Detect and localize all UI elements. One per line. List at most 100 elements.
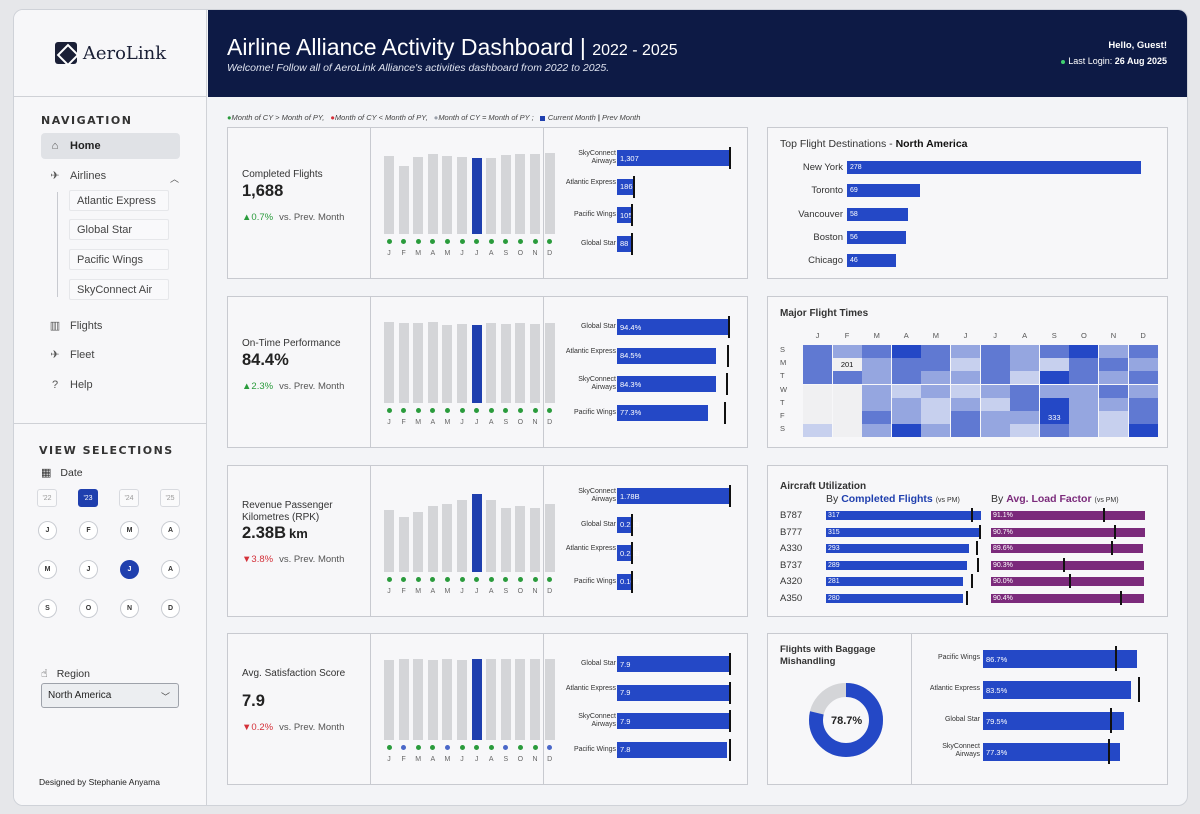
flights-bar[interactable]: 281	[826, 577, 963, 587]
nav-item-flights[interactable]: ▥ Flights	[41, 313, 180, 339]
heatmap-cell[interactable]	[1039, 358, 1069, 372]
year-chip[interactable]: '23	[78, 489, 98, 507]
flights-bar[interactable]: 317	[826, 511, 981, 520]
month-chip[interactable]: F	[79, 521, 98, 540]
flights-bar[interactable]: 280	[826, 594, 963, 603]
sidebar-item-skyconnect-air[interactable]: SkyConnect Air	[69, 279, 169, 300]
heatmap-cell[interactable]	[891, 384, 921, 398]
heatmap-cell[interactable]	[921, 345, 951, 358]
heatmap-cell[interactable]	[1099, 424, 1128, 438]
ranking-bar[interactable]: 7.9	[617, 656, 729, 672]
load-factor-bar[interactable]: 91.1%	[991, 511, 1146, 520]
logo[interactable]: AeroLink	[14, 10, 207, 97]
heatmap-cell[interactable]	[1069, 411, 1099, 424]
heatmap-cell[interactable]	[862, 371, 892, 385]
nav-item-home[interactable]: ⌂ Home	[41, 133, 180, 159]
ranking-bar[interactable]: 105	[617, 207, 633, 223]
flights-bar[interactable]: 293	[826, 544, 969, 554]
heatmap-cell[interactable]	[980, 397, 1010, 411]
month-chip[interactable]: M	[38, 560, 57, 579]
heatmap-cell[interactable]	[980, 384, 1010, 398]
ranking-bar[interactable]: 1.78B	[617, 488, 729, 504]
heatmap-cell[interactable]	[832, 424, 862, 438]
destination-bar[interactable]: 56	[847, 230, 907, 244]
heatmap-cell[interactable]	[1039, 384, 1069, 398]
ranking-bar[interactable]: 88	[617, 235, 631, 252]
heatmap-cell[interactable]	[862, 397, 892, 411]
heatmap-cell[interactable]	[1010, 371, 1040, 385]
heatmap-cell[interactable]	[1069, 345, 1099, 358]
heatmap-cell[interactable]	[1010, 411, 1040, 424]
destination-bar[interactable]: 278	[847, 161, 1141, 174]
heatmap-cell[interactable]	[891, 371, 921, 385]
heatmap-cell[interactable]	[921, 411, 951, 424]
nav-item-airlines[interactable]: ✈ Airlines	[41, 163, 180, 189]
load-factor-bar[interactable]: 90.0%	[991, 577, 1144, 587]
month-chip[interactable]: N	[120, 599, 139, 618]
ranking-bar[interactable]: 0.22B	[617, 516, 640, 533]
heatmap-cell[interactable]	[921, 371, 951, 385]
ranking-bar[interactable]: 94.4%	[617, 319, 729, 335]
heatmap-cell[interactable]	[862, 424, 892, 438]
heatmap-cell[interactable]	[862, 358, 892, 372]
heatmap-cell[interactable]	[1039, 345, 1069, 358]
heatmap-cell[interactable]	[951, 424, 980, 438]
year-chip[interactable]: '25	[160, 489, 180, 507]
year-chip[interactable]: '22	[37, 489, 57, 507]
ranking-bar[interactable]: 0.16B	[617, 573, 640, 590]
heatmap-cell[interactable]	[980, 411, 1010, 424]
ranking-bar[interactable]: 77.3%	[617, 404, 708, 421]
heatmap-cell[interactable]	[1128, 371, 1158, 385]
region-select[interactable]: North America ﹀	[41, 683, 179, 708]
destination-bar[interactable]: 69	[847, 184, 920, 198]
chevron-up-icon[interactable]: ︿	[170, 174, 180, 184]
heatmap-cell[interactable]	[1039, 371, 1069, 385]
heatmap-cell[interactable]	[951, 411, 980, 424]
heatmap-cell[interactable]	[862, 345, 892, 358]
heatmap-cell[interactable]	[1099, 397, 1128, 411]
heatmap-cell[interactable]	[980, 345, 1010, 358]
heatmap-cell[interactable]	[803, 424, 832, 438]
heatmap-cell[interactable]	[891, 397, 921, 411]
heatmap-cell[interactable]	[1099, 371, 1128, 385]
baggage-bar[interactable]: 79.5%	[983, 712, 1124, 730]
destination-bar[interactable]: 58	[847, 207, 909, 221]
heatmap-cell[interactable]	[951, 345, 980, 358]
sidebar-item-pacific-wings[interactable]: Pacific Wings	[69, 249, 169, 270]
heatmap-cell[interactable]	[832, 384, 862, 398]
month-chip[interactable]: D	[161, 599, 180, 618]
load-factor-bar[interactable]: 89.6%	[991, 544, 1143, 554]
heatmap-cell[interactable]	[862, 411, 892, 424]
heatmap-cell[interactable]	[803, 358, 832, 372]
destination-bar[interactable]: 46	[847, 254, 896, 268]
heatmap-cell[interactable]	[951, 384, 980, 398]
heatmap-cell[interactable]	[832, 411, 862, 424]
heatmap-cell[interactable]	[891, 424, 921, 438]
heatmap-cell[interactable]	[891, 358, 921, 372]
heatmap-cell[interactable]	[1010, 397, 1040, 411]
load-factor-bar[interactable]: 90.7%	[991, 527, 1145, 537]
flights-bar[interactable]: 315	[826, 527, 980, 537]
heatmap-cell[interactable]	[891, 345, 921, 358]
nav-item-fleet[interactable]: ✈ Fleet	[41, 342, 180, 368]
heatmap-cell[interactable]	[1010, 384, 1040, 398]
heatmap-cell[interactable]	[1099, 358, 1128, 372]
nav-item-help[interactable]: ? Help	[41, 372, 180, 398]
month-chip[interactable]: A	[161, 521, 180, 540]
heatmap-cell[interactable]	[1128, 384, 1158, 398]
month-chip[interactable]: J	[38, 521, 57, 540]
heatmap-cell[interactable]	[1069, 397, 1099, 411]
baggage-bar[interactable]: 77.3%	[983, 743, 1121, 761]
heatmap-cell[interactable]	[891, 411, 921, 424]
heatmap-cell[interactable]	[1010, 424, 1040, 438]
heatmap-cell[interactable]	[862, 384, 892, 398]
heatmap-cell[interactable]	[832, 397, 862, 411]
heatmap-cell[interactable]	[980, 424, 1010, 438]
heatmap-cell[interactable]	[1069, 424, 1099, 438]
month-chip[interactable]: J	[120, 560, 139, 579]
baggage-bar[interactable]: 83.5%	[983, 681, 1132, 699]
heatmap-cell[interactable]	[951, 358, 980, 372]
ranking-bar[interactable]: 186	[617, 178, 633, 195]
heatmap-cell[interactable]	[1099, 345, 1128, 358]
flights-bar[interactable]: 289	[826, 560, 967, 570]
